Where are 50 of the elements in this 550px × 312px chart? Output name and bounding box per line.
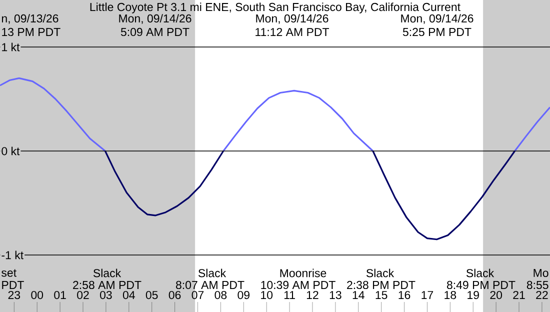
text: Slack <box>466 268 494 278</box>
text: Slack <box>198 268 226 278</box>
y-tick-label: 0 kt <box>2 146 20 156</box>
text: 8:07 AM PDT <box>176 280 244 290</box>
text: 8:55 <box>526 280 548 290</box>
x-tick-label: 16 <box>398 290 410 300</box>
text: 2:38 PM PDT <box>347 280 416 290</box>
x-tick-label: 10 <box>261 290 273 300</box>
x-tick-label: 15 <box>376 291 388 300</box>
text: 13 PM PDT <box>2 28 60 36</box>
x-tick-label: 00 <box>31 290 44 300</box>
x-tick-label: 04 <box>122 290 135 300</box>
text: Mon, 09/14/26 <box>256 14 328 24</box>
x-tick-label: 11 <box>284 291 295 299</box>
x-tick-label: 07 <box>192 290 204 300</box>
x-tick-label: 18 <box>444 290 456 300</box>
y-tick-label: -1 kt <box>2 250 24 260</box>
chart-title: Little Coyote Pt 3.1 mi ENE, South San Francisco Bay, California Current <box>90 2 460 14</box>
text: Moonrise <box>280 268 326 278</box>
text: set <box>2 269 16 277</box>
x-tick-label: 13 <box>330 290 342 300</box>
text: Mon, 09/14/26 <box>119 14 192 24</box>
text: 2:58 AM PDT <box>73 280 142 290</box>
x-tick-label: 06 <box>168 290 181 300</box>
x-tick-label: 14 <box>352 291 364 299</box>
text: 5:25 PM PDT <box>402 28 472 36</box>
x-tick-label: 23 <box>8 290 20 300</box>
text: 11:12 AM PDT <box>256 28 330 36</box>
text: 8:49 PM PDT <box>446 280 516 290</box>
x-tick-label: 12 <box>306 290 318 299</box>
x-tick-label: 02 <box>77 290 89 300</box>
text: n, 09/13/26 <box>2 14 58 24</box>
text: 10:39 AM PDT <box>261 280 336 290</box>
text: 5:09 AM PDT <box>120 28 190 36</box>
x-tick-label: 20 <box>490 290 502 300</box>
text: Mo <box>534 268 548 277</box>
x-tick-label: 08 <box>214 290 227 300</box>
text: Slack <box>366 268 394 278</box>
text: PDT <box>2 281 24 289</box>
x-tick-label: 21 <box>513 290 525 299</box>
x-tick-label: 01 <box>54 290 66 300</box>
x-tick-label: 19 <box>468 290 479 300</box>
x-tick-label: 09 <box>238 290 250 300</box>
y-tick-label: 1 kt <box>2 42 20 52</box>
x-tick-label: 17 <box>422 291 434 299</box>
x-tick-label: 03 <box>100 290 112 300</box>
text: Slack <box>93 268 122 278</box>
text: Mon, 09/14/26 <box>401 14 474 24</box>
x-tick-label: 05 <box>146 290 158 300</box>
x-tick-label: 22 <box>536 290 548 299</box>
